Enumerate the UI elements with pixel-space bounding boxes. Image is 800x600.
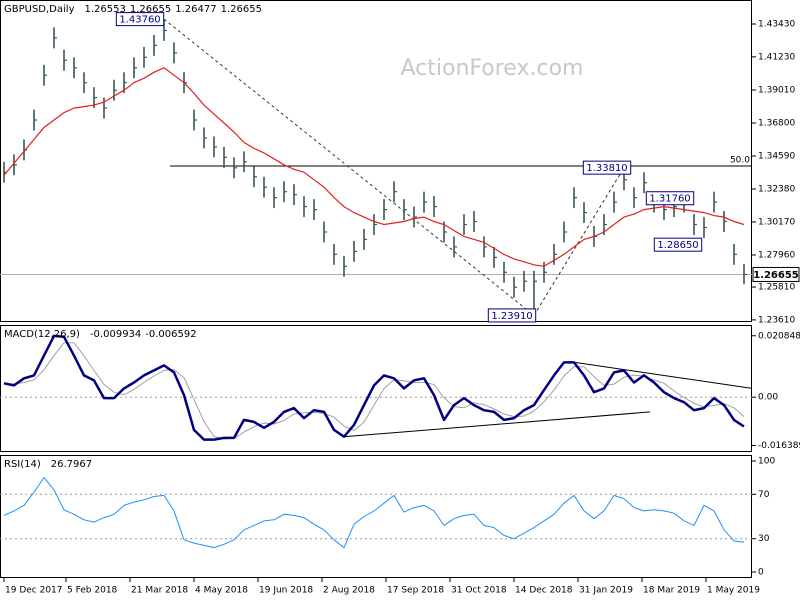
price-label: 1.28650	[657, 240, 698, 251]
label-box	[487, 308, 537, 323]
x-tick-label: 5 Feb 2018	[67, 586, 118, 596]
x-tick-label: 17 Sep 2018	[387, 586, 444, 596]
x-tick-label: 1 May 2019	[707, 586, 760, 596]
x-tick-label: 19 Dec 2017	[5, 586, 63, 596]
x-tick-label: 14 Dec 2018	[515, 586, 573, 596]
y-tick-label: 100	[758, 456, 775, 466]
readout-value: 26.7967	[51, 459, 92, 470]
panel-frame	[0, 325, 752, 452]
x-tick-label: 21 Mar 2018	[131, 586, 188, 596]
panel-frame	[0, 0, 752, 322]
y-tick-label: 1.23610	[758, 315, 795, 325]
last-price-box	[752, 266, 800, 282]
x-tick-label: 18 Mar 2019	[643, 586, 700, 596]
moving-average	[3, 67, 745, 267]
indicator-name: MACD(12,26,9)	[4, 329, 80, 340]
label-box	[645, 191, 695, 206]
watermark: ActionForex.com	[401, 56, 584, 81]
indicator-name: GBPUSD,Daily	[4, 4, 75, 15]
y-tick-label: 1.25810	[758, 283, 795, 293]
y-tick-label: 1.34590	[758, 151, 795, 161]
y-tick-label: -0.016389	[758, 441, 800, 451]
y-tick-label: 1.30170	[758, 217, 795, 227]
indicator-line	[4, 342, 745, 440]
trend-line	[574, 361, 753, 389]
indicator-line	[3, 334, 745, 441]
readout-value: -0.009934	[90, 329, 141, 340]
panel-frame	[0, 455, 752, 578]
trend-line	[344, 411, 651, 438]
y-tick-label: 1.43430	[758, 20, 795, 30]
panel-title: GBPUSD,Daily 1.26553 1.26655 1.26477 1.26655	[4, 4, 262, 15]
label-box	[115, 12, 165, 27]
panel-title: MACD(12,26,9) -0.009934 -0.006592	[4, 329, 197, 340]
y-tick-label: 1.36800	[758, 119, 795, 129]
x-tick-label: 4 May 2018	[195, 586, 248, 596]
price-label: 1.31760	[649, 194, 690, 205]
x-tick-label: 19 Jun 2018	[259, 586, 313, 596]
price-label: 1.23910	[491, 311, 532, 322]
y-tick-label: 1.39010	[758, 86, 795, 96]
price-label: 1.33810	[586, 163, 627, 174]
y-tick-label: 0	[758, 568, 764, 578]
indicator-line	[3, 477, 745, 549]
panel-title: RSI(14) 26.7967	[4, 459, 92, 470]
x-tick-label: 31 Jan 2019	[579, 586, 633, 596]
x-tick-label: 31 Oct 2018	[451, 586, 507, 596]
trend-line	[533, 167, 625, 316]
last-price-label: 1.26655	[753, 270, 799, 281]
x-tick-label: 2 Aug 2018	[323, 586, 375, 596]
y-tick-label: 30	[758, 534, 770, 544]
label-box	[582, 160, 632, 175]
y-tick-label: 0.00	[758, 393, 778, 403]
fib-label: 50.0	[730, 156, 750, 166]
readout-value: -0.006592	[145, 329, 196, 340]
y-tick-label: 1.27960	[758, 250, 795, 260]
readout-value: 1.26655	[221, 4, 262, 15]
readout-value: 1.26477	[175, 4, 216, 15]
y-tick-label: 1.32380	[758, 184, 795, 194]
price-label: 1.43760	[119, 15, 160, 26]
label-box	[653, 237, 703, 252]
readout-value: 1.26553	[85, 4, 126, 15]
y-tick-label: 70	[758, 490, 770, 500]
readout-value: 1.26655	[130, 4, 171, 15]
y-tick-label: 0.020848	[758, 331, 800, 341]
y-tick-label: 1.41230	[758, 52, 795, 62]
trend-line	[163, 18, 535, 316]
indicator-name: RSI(14)	[4, 459, 41, 470]
